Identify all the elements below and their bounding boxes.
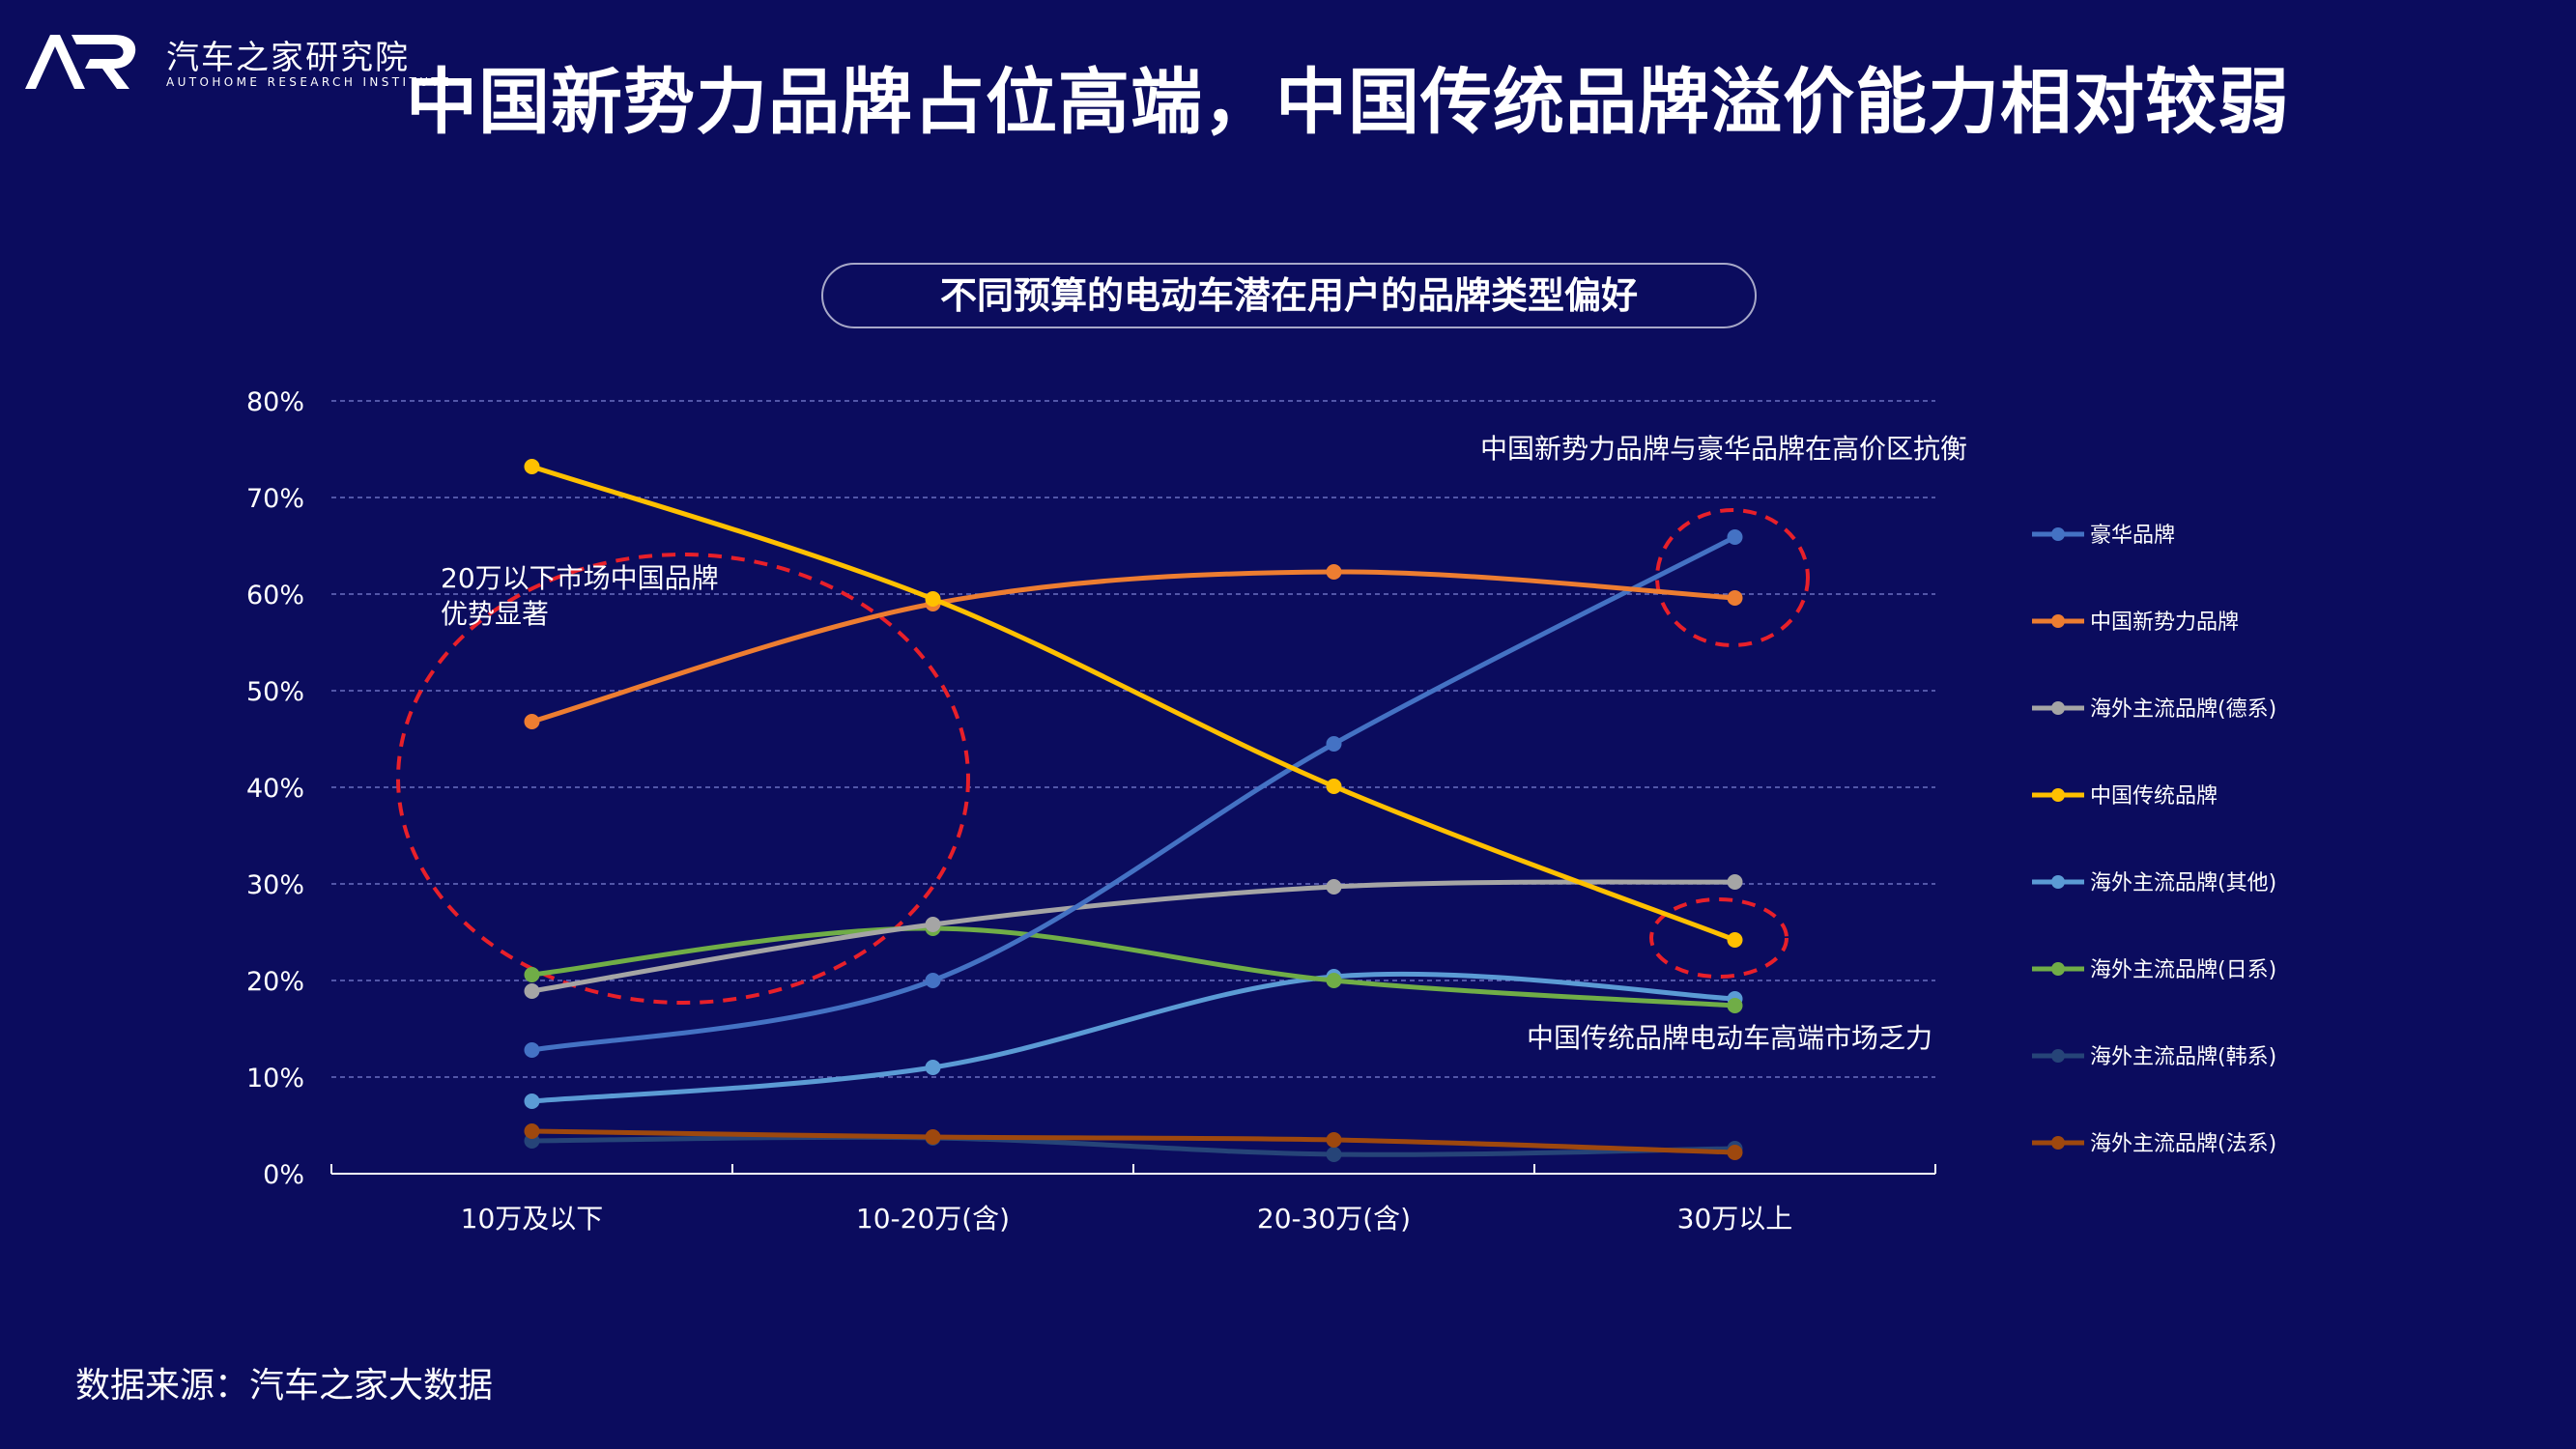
y-tick-label: 70% — [246, 484, 304, 514]
legend-item: 中国新势力品牌 — [2032, 611, 2239, 635]
series-line — [530, 1128, 1737, 1155]
logo-text-en: AUTOHOME RESEARCH INSTITUTE — [166, 75, 453, 89]
y-tick-label: 50% — [246, 677, 304, 707]
annotation-text: 中国传统品牌电动车高端市场乏力 — [1527, 1022, 1932, 1054]
highlight-ellipse — [396, 553, 970, 1005]
legend-label: 中国传统品牌 — [2090, 784, 2218, 809]
data-point — [925, 973, 941, 988]
y-tick-label: 40% — [246, 774, 304, 804]
data-point — [1326, 973, 1342, 988]
data-point — [1727, 874, 1743, 890]
data-source: 数据来源：汽车之家大数据 — [75, 1366, 494, 1406]
legend-swatch-dot — [2051, 701, 2065, 715]
logo: 汽车之家研究院 AUTOHOME RESEARCH INSTITUTE — [21, 27, 449, 95]
legend-label: 海外主流品牌(德系) — [2090, 697, 2276, 722]
chart-axes: 0% 10% 20% 30% 40% 50% 60% 70% 80% 10万及以下 10-20万(含… — [246, 387, 1936, 1235]
x-tick-label: 10-20万(含) — [856, 1203, 1010, 1235]
series-5 — [524, 921, 1743, 1013]
data-point — [1326, 564, 1342, 580]
logo-text-cn: 汽车之家研究院 — [166, 39, 410, 77]
legend-swatch-dot — [2051, 788, 2065, 802]
data-point — [1727, 998, 1743, 1013]
legend-swatch-dot — [2051, 614, 2065, 628]
series-7 — [524, 1123, 1743, 1160]
page-title: 中国新势力品牌占位高端，中国传统品牌溢价能力相对较弱 — [406, 61, 2290, 144]
legend-label: 海外主流品牌(法系) — [2090, 1132, 2276, 1156]
legend-label: 海外主流品牌(日系) — [2090, 958, 2276, 982]
series-1 — [524, 564, 1743, 729]
chart-grid — [331, 400, 1935, 1078]
legend-item: 海外主流品牌(日系) — [2032, 958, 2276, 982]
legend-item: 海外主流品牌(德系) — [2032, 697, 2276, 722]
y-tick-label: 0% — [263, 1160, 304, 1190]
legend-label: 中国新势力品牌 — [2090, 611, 2239, 635]
y-tick-label: 10% — [246, 1064, 304, 1094]
legend-item: 海外主流品牌(其他) — [2032, 871, 2276, 895]
legend-item: 海外主流品牌(韩系) — [2032, 1045, 2276, 1069]
data-point — [524, 1123, 540, 1139]
legend-label: 海外主流品牌(其他) — [2090, 871, 2276, 895]
annotation-text: 中国新势力品牌与豪华品牌在高价区抗衡 — [1480, 433, 1967, 465]
data-point — [1326, 779, 1342, 794]
data-point — [925, 1129, 941, 1145]
data-point — [1326, 1132, 1342, 1148]
data-point — [925, 917, 941, 932]
legend-item: 海外主流品牌(法系) — [2032, 1132, 2276, 1156]
annotation-text: 20万以下市场中国品牌 — [441, 562, 719, 594]
data-point — [1326, 1147, 1342, 1162]
series-line — [530, 925, 1737, 1009]
data-point — [1727, 932, 1743, 948]
x-tick-label: 20-30万(含) — [1257, 1203, 1411, 1235]
data-point — [524, 1042, 540, 1058]
series-line — [530, 569, 1737, 724]
chart-title: 不同预算的电动车潜在用户的品牌类型偏好 — [821, 263, 1757, 328]
legend-swatch-dot — [2051, 1049, 2065, 1063]
legend-label: 海外主流品牌(韩系) — [2090, 1045, 2276, 1069]
y-tick-label: 60% — [246, 581, 304, 611]
series-3 — [524, 459, 1743, 948]
legend-swatch-dot — [2051, 1136, 2065, 1150]
x-tick-label: 10万及以下 — [461, 1203, 604, 1235]
data-point — [1326, 736, 1342, 752]
data-point — [1326, 879, 1342, 895]
series-2 — [524, 874, 1743, 999]
y-tick-label: 80% — [246, 387, 304, 417]
chart-series — [524, 459, 1743, 1162]
legend-swatch-dot — [2051, 527, 2065, 541]
highlight-ellipse — [1655, 508, 1810, 647]
series-line — [530, 1134, 1737, 1157]
data-point — [524, 459, 540, 474]
data-point — [1727, 590, 1743, 606]
legend-item: 中国传统品牌 — [2032, 784, 2218, 809]
data-point — [925, 1060, 941, 1075]
data-point — [524, 714, 540, 729]
data-point — [524, 983, 540, 999]
data-point — [524, 967, 540, 982]
legend-swatch-dot — [2051, 962, 2065, 976]
series-line — [530, 464, 1737, 943]
legend-swatch-dot — [2051, 875, 2065, 889]
data-point — [1727, 1145, 1743, 1160]
highlight-ellipses — [396, 508, 1810, 1005]
series-0 — [524, 529, 1743, 1058]
y-tick-label: 30% — [246, 870, 304, 900]
data-point — [1727, 529, 1743, 545]
x-tick-label: 30万以上 — [1677, 1203, 1793, 1235]
autohome-logo-icon — [25, 35, 136, 89]
series-line — [530, 971, 1737, 1104]
data-point — [524, 1094, 540, 1109]
y-tick-label: 20% — [246, 967, 304, 997]
data-point — [925, 591, 941, 607]
series-line — [530, 879, 1737, 994]
highlight-ellipse — [1649, 897, 1789, 979]
legend-label: 豪华品牌 — [2090, 524, 2175, 548]
annotation-text: 优势显著 — [441, 598, 549, 630]
legend-item: 豪华品牌 — [2032, 524, 2175, 548]
series-line — [530, 534, 1737, 1053]
